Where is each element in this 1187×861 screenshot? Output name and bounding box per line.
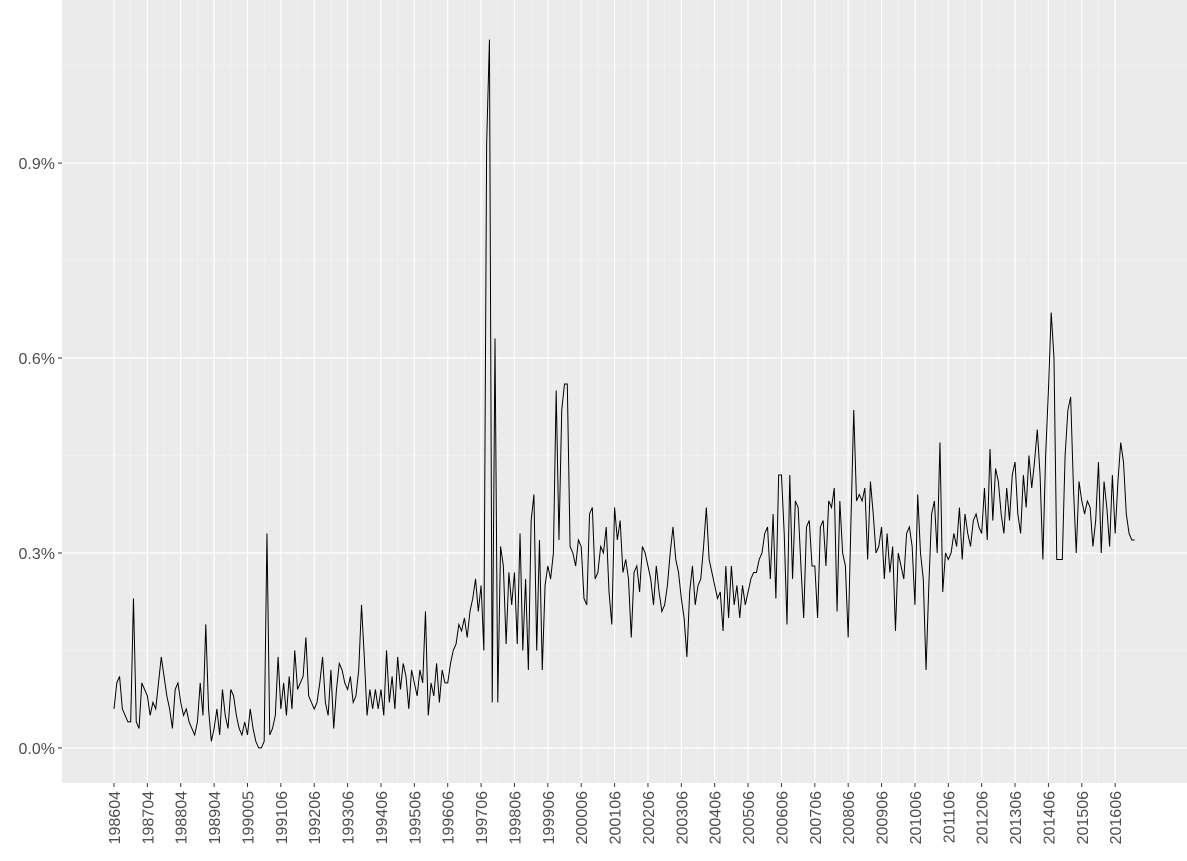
x-tick-label: 198704: [140, 791, 157, 844]
x-tick-label: 200106: [608, 791, 625, 844]
x-tick-label: 200606: [774, 791, 791, 844]
x-tick-label: 199906: [541, 791, 558, 844]
x-tick-label: 199206: [307, 791, 324, 844]
x-tick-label: 199005: [240, 791, 257, 844]
x-tick-label: 201506: [1075, 791, 1092, 844]
x-tick-label: 201406: [1041, 791, 1058, 844]
x-tick-label: 199406: [374, 791, 391, 844]
plot-panel: [62, 0, 1187, 783]
data-line: [113, 39, 1135, 749]
x-tick-label: 201606: [1108, 791, 1125, 844]
x-tick-label: 199306: [341, 791, 358, 844]
x-tick-label: 201006: [908, 791, 925, 844]
y-tick-label: 0.6%: [19, 351, 55, 368]
x-tick-label: 199506: [407, 791, 424, 844]
x-tick-label: 199706: [474, 791, 491, 844]
x-tick-label: 201206: [975, 791, 992, 844]
x-tick-label: 199806: [507, 791, 524, 844]
x-tick-label: 198904: [207, 791, 224, 844]
x-tick-label: 200706: [808, 791, 825, 844]
x-tick-label: 201106: [941, 791, 958, 843]
x-tick-label: 200406: [708, 791, 725, 844]
x-tick-label: 200806: [841, 791, 858, 844]
x-tick-label: 200006: [574, 791, 591, 844]
y-tick-label: 0.0%: [19, 741, 55, 758]
y-tick-label: 0.9%: [19, 156, 55, 173]
y-tick-label: 0.3%: [19, 546, 55, 563]
x-tick-label: 201306: [1008, 791, 1025, 844]
x-tick-label: 200306: [674, 791, 691, 844]
x-tick-label: 199606: [441, 791, 458, 844]
x-tick-label: 200206: [641, 791, 658, 844]
x-tick-label: 200506: [741, 791, 758, 844]
x-tick-label: 198604: [107, 791, 124, 844]
x-tick-label: 198804: [174, 791, 191, 844]
x-tick-label: 199106: [274, 791, 291, 844]
x-tick-label: 200906: [875, 791, 892, 844]
